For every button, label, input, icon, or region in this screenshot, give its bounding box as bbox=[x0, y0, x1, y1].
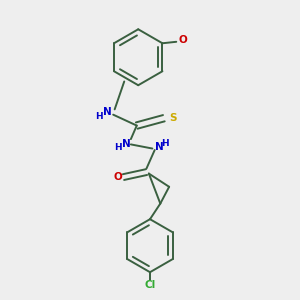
Text: N: N bbox=[122, 140, 131, 149]
Text: H: H bbox=[95, 112, 103, 121]
Text: N: N bbox=[155, 142, 164, 152]
Text: S: S bbox=[169, 113, 177, 123]
Text: H: H bbox=[114, 143, 122, 152]
Text: O: O bbox=[178, 35, 188, 45]
Text: O: O bbox=[113, 172, 122, 182]
Text: N: N bbox=[103, 107, 112, 117]
Text: H: H bbox=[161, 139, 169, 148]
Text: Cl: Cl bbox=[144, 280, 156, 290]
